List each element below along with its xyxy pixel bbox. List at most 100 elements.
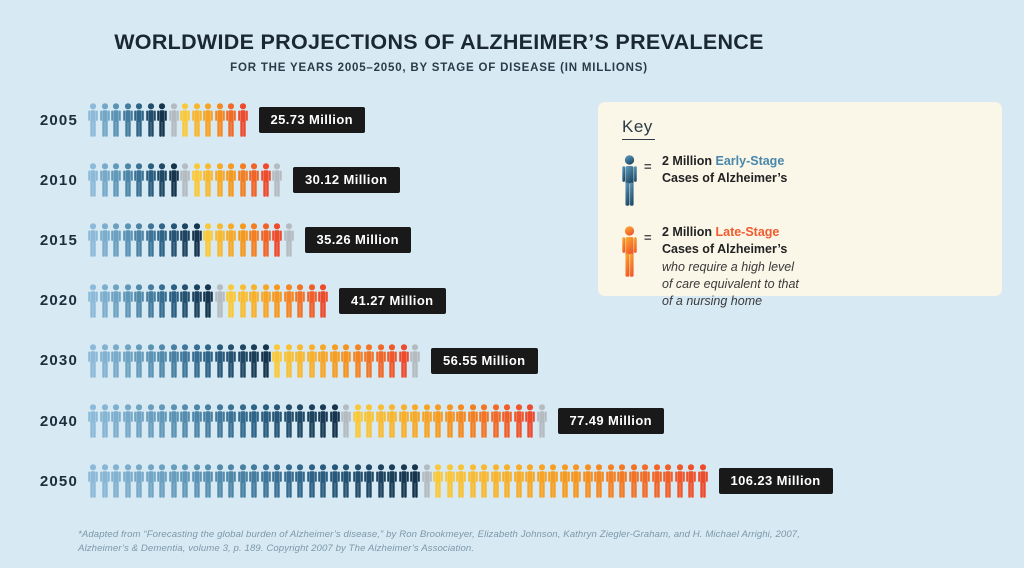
person-icon-late [364, 344, 374, 378]
year-label: 2020 [39, 292, 78, 310]
person-icon-early [134, 163, 144, 198]
person-icon-late [226, 283, 236, 318]
person-icon-late [433, 404, 443, 438]
person-icon-early [168, 344, 179, 378]
person-icon-early [283, 464, 294, 499]
person-icon-late [249, 163, 259, 198]
person-icon-early [99, 283, 110, 318]
person-icon-late [272, 344, 282, 378]
person-icon-late [329, 344, 340, 378]
person-icon-late [444, 464, 455, 499]
person-icon-early [157, 404, 167, 438]
person-icon-early [214, 404, 225, 438]
person-icon-early [157, 163, 167, 198]
person-icon-early [410, 464, 420, 499]
person-icon-late [191, 163, 202, 198]
value-badge: 25.73 Million [258, 107, 366, 134]
person-icon-early [111, 283, 121, 318]
person-icon-early [88, 103, 98, 137]
value-badge: 106.23 Million [718, 468, 833, 495]
value-badge: 30.12 Million [293, 167, 400, 194]
person-icon-early [260, 404, 271, 438]
key-early-line2: Cases of Alzheimer’s [662, 171, 788, 186]
icon-strip [88, 404, 547, 438]
person-icon-early [306, 464, 317, 499]
person-icon-late [283, 283, 294, 318]
person-icon-early [260, 464, 271, 499]
person-icon-early [145, 464, 156, 499]
person-icon-late [387, 404, 397, 438]
person-icon-partial [272, 163, 282, 198]
person-icon-early [306, 404, 317, 438]
key-late-note-line1: who require a high level [662, 259, 795, 274]
person-icon-late [237, 283, 248, 318]
person-icon-late [352, 404, 363, 438]
person-icon-early [260, 344, 271, 378]
person-icon-early [168, 283, 179, 318]
person-icon-late [237, 103, 248, 137]
person-icon-late [272, 223, 282, 258]
person-icon-partial [283, 223, 294, 258]
person-icon-late [214, 103, 225, 137]
row-2050: 2050 [26, 451, 833, 511]
equals-sign: = [644, 159, 652, 174]
early-stage-person-icon-svg [622, 155, 637, 206]
person-icon-early [180, 464, 190, 499]
row-2010: 2010 [26, 150, 833, 210]
person-icon-late [628, 464, 639, 499]
late-stage-person-icon [622, 224, 644, 310]
pictogram-rows: 2005 [26, 90, 833, 511]
person-icon-early [88, 223, 98, 258]
footnote-line1: *Adapted from “Forecasting the global bu… [78, 529, 800, 540]
person-icon-early [157, 283, 167, 318]
person-icon-late [582, 464, 593, 499]
person-icon-late [352, 344, 363, 378]
footnote: *Adapted from “Forecasting the global bu… [78, 528, 838, 557]
person-icon-early [122, 283, 133, 318]
value-badge: 56.55 Million [431, 347, 538, 374]
person-icon-late [295, 344, 305, 378]
person-icon-late [536, 464, 547, 499]
person-icon-early [134, 464, 144, 499]
year-label: 2005 [39, 111, 78, 129]
person-icon-early [295, 464, 305, 499]
person-icon-late [375, 404, 386, 438]
icon-strip [88, 464, 708, 499]
person-icon-early [99, 464, 110, 499]
person-icon-late [479, 404, 489, 438]
person-icon-early [122, 223, 133, 258]
year-label: 2040 [39, 412, 78, 430]
person-icon-partial [214, 283, 225, 318]
person-icon-late [398, 344, 409, 378]
person-icon-late [364, 404, 374, 438]
year-label: 2015 [39, 231, 78, 249]
person-icon-early [191, 464, 202, 499]
person-icon-early [398, 464, 409, 499]
person-icon-early [364, 464, 374, 499]
person-icon-early [180, 404, 190, 438]
person-icon-early [272, 404, 282, 438]
person-icon-early [122, 103, 133, 137]
person-icon-early [203, 283, 213, 318]
person-icon-late [513, 404, 524, 438]
row-2030: 2030 [26, 331, 833, 391]
person-icon-early [168, 163, 179, 198]
person-icon-early [145, 344, 156, 378]
person-icon-late [214, 223, 225, 258]
person-icon-early [145, 163, 156, 198]
person-icon-early [191, 344, 202, 378]
key-early-stage-label: Early-Stage [715, 154, 785, 168]
person-icon-late [456, 404, 466, 438]
person-icon-late [260, 163, 271, 198]
person-icon-late [203, 223, 213, 258]
key-entry-early-text: 2 Million Early-Stage Cases of Alzheimer… [662, 153, 787, 211]
person-icon-early [145, 103, 156, 137]
person-icon-early [249, 344, 259, 378]
person-icon-early [191, 404, 202, 438]
person-icon-early [272, 464, 282, 499]
person-icon-early [203, 344, 213, 378]
person-icon-early [214, 464, 225, 499]
key-late-stage-label: Late-Stage [715, 225, 780, 239]
person-icon-early [122, 404, 133, 438]
